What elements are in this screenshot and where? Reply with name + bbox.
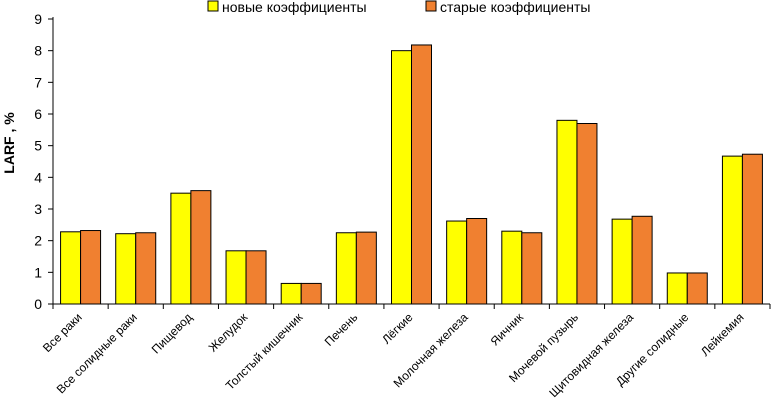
bar-old	[355, 231, 377, 305]
bar-new	[501, 230, 523, 305]
legend-swatch-old	[425, 0, 437, 12]
bar-new	[335, 232, 357, 305]
x-tick-label: Все раки	[40, 310, 85, 355]
y-tick-label: 1	[34, 264, 42, 280]
bar-new	[280, 282, 302, 305]
bar-new	[611, 218, 633, 305]
y-tick-label: 0	[34, 296, 42, 312]
legend-label-old: старые коэффициенты	[440, 0, 590, 15]
bar-new	[446, 220, 468, 305]
bar-old	[741, 153, 763, 305]
bar-new	[60, 231, 82, 305]
y-tick-label: 5	[34, 138, 42, 154]
bar-old	[190, 190, 212, 305]
bar-old	[521, 232, 543, 305]
x-tick-label: Пищевод	[149, 310, 195, 356]
x-tick-label: Яичник	[488, 310, 527, 349]
y-axis-label: LARF , %	[1, 112, 17, 174]
bar-old	[300, 282, 322, 305]
bar-old	[245, 250, 267, 305]
bar-new	[556, 119, 578, 305]
y-tick-label: 8	[34, 43, 42, 59]
bar-old	[576, 123, 598, 305]
bar-new	[170, 192, 192, 305]
y-tick-label: 2	[34, 233, 42, 249]
x-tick-label: Печень	[322, 310, 361, 349]
x-tick-label: Лейкемия	[698, 310, 747, 359]
y-tick-label: 7	[34, 74, 42, 90]
bar-new	[391, 50, 412, 305]
axes	[52, 17, 771, 309]
bar-new	[225, 250, 247, 305]
legend: новые коэффициенты старые коэффициенты	[207, 0, 590, 15]
legend-swatch-new	[207, 0, 219, 12]
x-tick-label: Лёгкие	[379, 310, 416, 347]
legend-label-new: новые коэффициенты	[222, 0, 367, 15]
bar-old	[686, 272, 708, 305]
bars	[60, 44, 763, 305]
bar-new	[666, 272, 688, 305]
bar-old	[631, 215, 653, 305]
x-tick-label: Желудок	[206, 310, 251, 355]
y-tick-label: 9	[34, 11, 42, 27]
bar-new	[115, 233, 137, 305]
bar-old	[135, 232, 157, 305]
bar-old	[411, 44, 432, 305]
bar-new	[721, 155, 743, 305]
y-tick-label: 3	[34, 201, 42, 217]
y-tick-label: 6	[34, 106, 42, 122]
bar-old	[466, 218, 488, 305]
y-tick-label: 4	[34, 169, 42, 185]
y-ticks: 0 1 2 3 4 5 6 7 8 9	[34, 11, 53, 312]
bar-old	[80, 230, 102, 305]
